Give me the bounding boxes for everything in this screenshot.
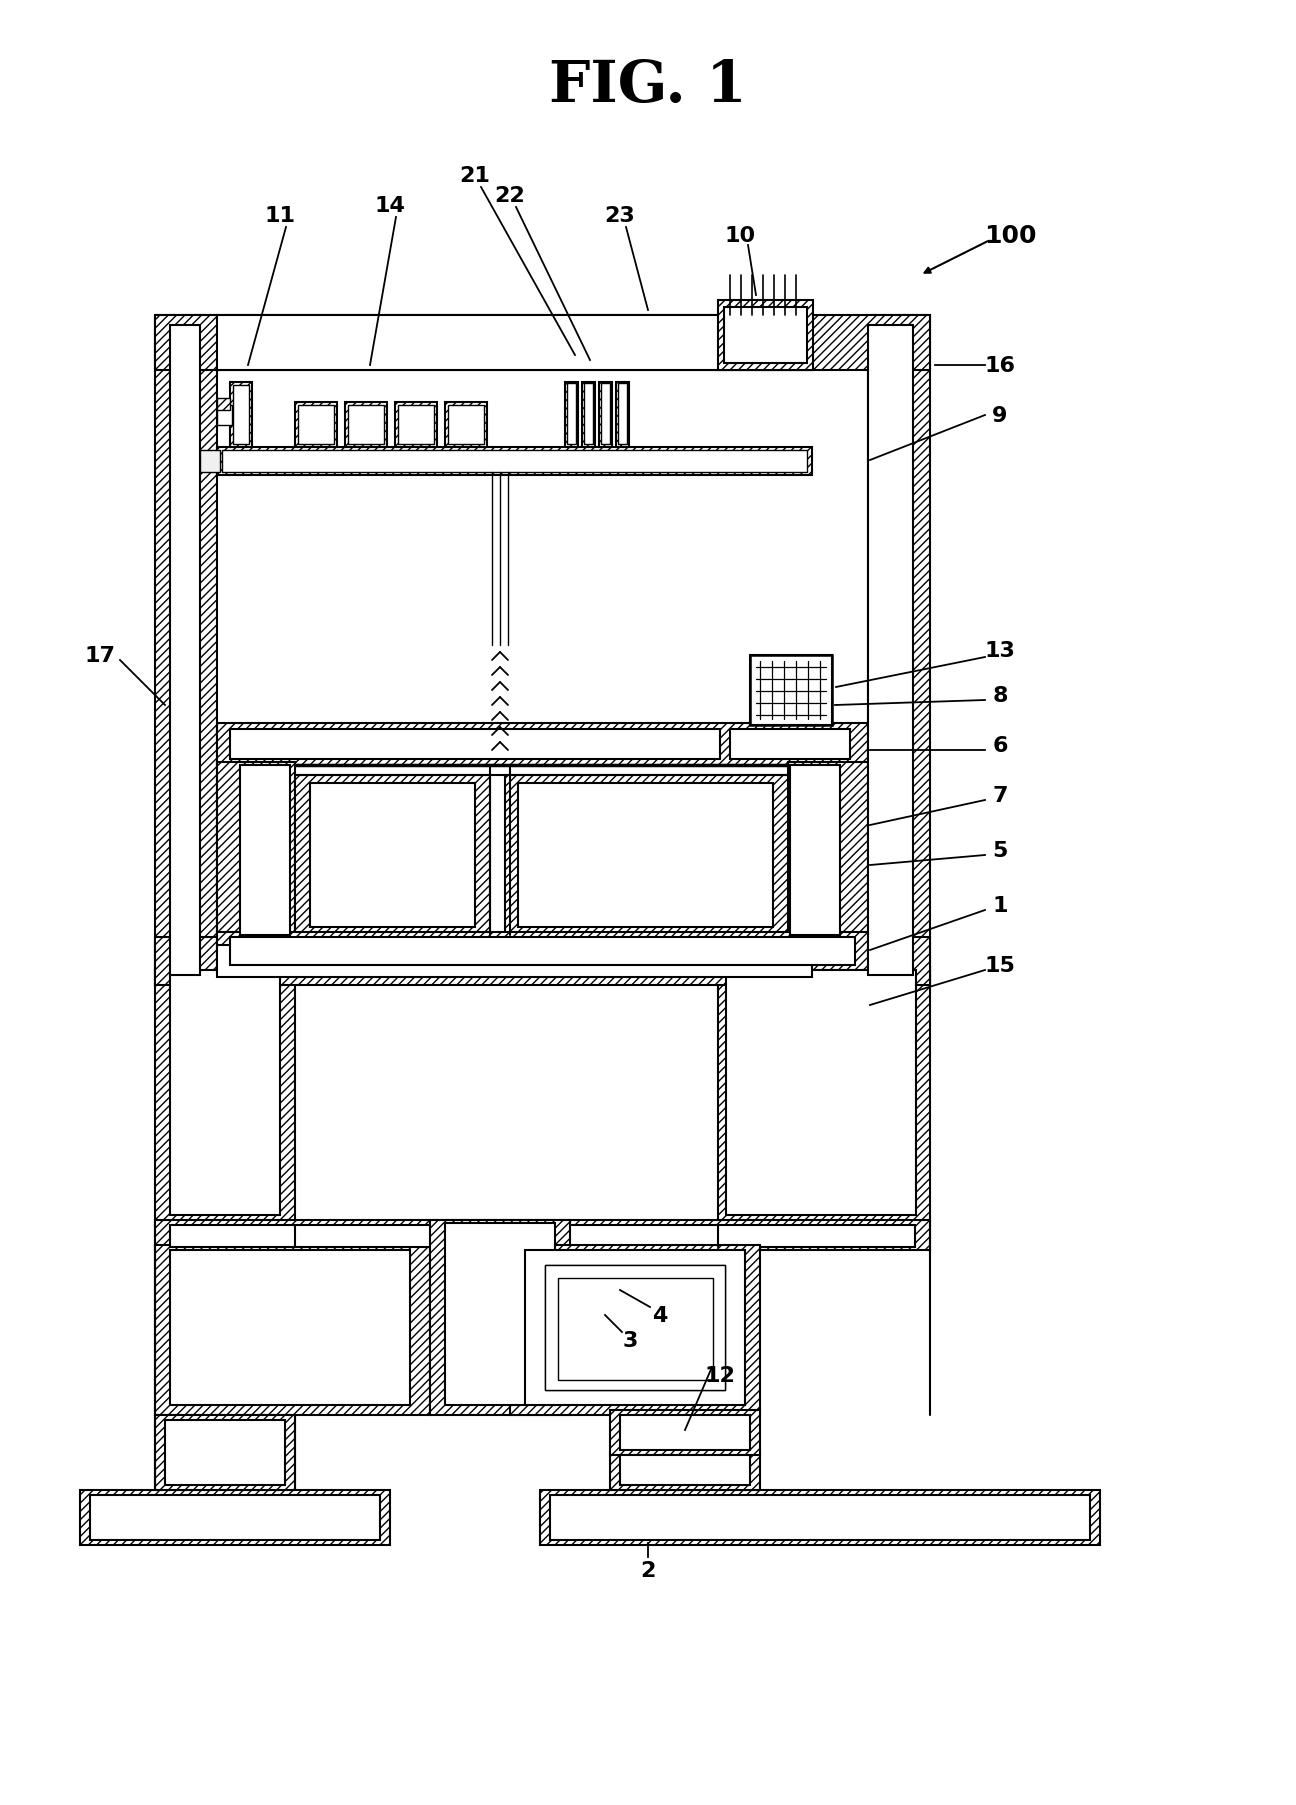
Text: 3: 3: [622, 1330, 638, 1350]
Bar: [216, 448, 813, 477]
Bar: [565, 383, 578, 448]
Bar: [619, 1455, 750, 1486]
Bar: [788, 762, 868, 946]
Bar: [233, 386, 249, 444]
Bar: [229, 729, 721, 760]
Bar: [540, 1491, 1100, 1545]
Bar: [349, 406, 384, 444]
Text: 22: 22: [495, 186, 525, 206]
Bar: [310, 783, 476, 928]
Text: 11: 11: [264, 206, 295, 226]
Bar: [445, 1224, 555, 1406]
Bar: [610, 1410, 759, 1455]
Text: 16: 16: [985, 356, 1016, 375]
Bar: [430, 1220, 570, 1415]
Bar: [568, 384, 575, 444]
Text: 5: 5: [993, 841, 1008, 861]
Bar: [216, 946, 813, 978]
Bar: [222, 451, 807, 473]
Bar: [156, 316, 931, 370]
Bar: [156, 1415, 295, 1491]
Bar: [165, 1421, 285, 1486]
Bar: [618, 384, 627, 444]
Bar: [170, 1251, 410, 1406]
Bar: [505, 776, 788, 935]
Bar: [511, 1245, 759, 1415]
Bar: [546, 1265, 724, 1390]
Text: 17: 17: [84, 646, 115, 666]
Text: 13: 13: [985, 641, 1016, 661]
Bar: [398, 406, 434, 444]
Bar: [718, 967, 931, 1226]
Bar: [216, 406, 232, 426]
Bar: [518, 783, 772, 928]
Text: 12: 12: [705, 1365, 735, 1384]
Bar: [525, 1251, 745, 1406]
Bar: [868, 316, 931, 986]
Text: 8: 8: [993, 686, 1008, 706]
Bar: [80, 1491, 390, 1545]
Bar: [170, 327, 200, 975]
Bar: [584, 384, 594, 444]
Text: 21: 21: [460, 166, 490, 186]
Bar: [395, 403, 437, 448]
Bar: [546, 1265, 724, 1390]
Bar: [156, 316, 216, 986]
Bar: [445, 403, 487, 448]
Bar: [216, 399, 229, 412]
Bar: [240, 765, 290, 935]
Bar: [791, 765, 840, 935]
Text: 14: 14: [375, 197, 406, 217]
Bar: [170, 1226, 915, 1247]
Bar: [610, 1453, 759, 1491]
Text: 4: 4: [652, 1305, 667, 1325]
Bar: [229, 383, 251, 448]
Bar: [156, 1245, 430, 1415]
Bar: [724, 309, 807, 365]
Bar: [868, 327, 912, 975]
Bar: [559, 1278, 713, 1381]
Text: 100: 100: [984, 224, 1037, 247]
Bar: [216, 933, 868, 971]
Text: 6: 6: [993, 736, 1008, 756]
Bar: [718, 301, 813, 370]
Text: FIG. 1: FIG. 1: [550, 58, 746, 114]
Text: 23: 23: [605, 206, 635, 226]
Bar: [298, 406, 334, 444]
Bar: [726, 971, 916, 1215]
Text: 2: 2: [640, 1560, 656, 1579]
Bar: [216, 316, 813, 370]
Bar: [89, 1495, 380, 1540]
Bar: [550, 1495, 1090, 1540]
Bar: [200, 451, 220, 473]
Bar: [229, 937, 855, 966]
Bar: [619, 1415, 750, 1449]
Text: 15: 15: [985, 955, 1016, 975]
Bar: [601, 384, 610, 444]
Bar: [170, 971, 280, 1215]
Text: 10: 10: [724, 226, 756, 245]
Bar: [448, 406, 483, 444]
Bar: [599, 383, 612, 448]
Bar: [750, 655, 832, 726]
Bar: [345, 403, 388, 448]
Bar: [616, 383, 629, 448]
Bar: [750, 655, 832, 726]
Bar: [156, 967, 295, 1226]
Text: 7: 7: [993, 785, 1008, 805]
Bar: [156, 937, 931, 986]
Bar: [216, 724, 868, 765]
Text: 1: 1: [993, 895, 1008, 915]
Bar: [216, 762, 295, 946]
Bar: [582, 383, 595, 448]
Text: 9: 9: [993, 406, 1008, 426]
Bar: [295, 403, 337, 448]
Bar: [295, 776, 490, 935]
Bar: [156, 1220, 931, 1251]
Bar: [730, 729, 850, 760]
